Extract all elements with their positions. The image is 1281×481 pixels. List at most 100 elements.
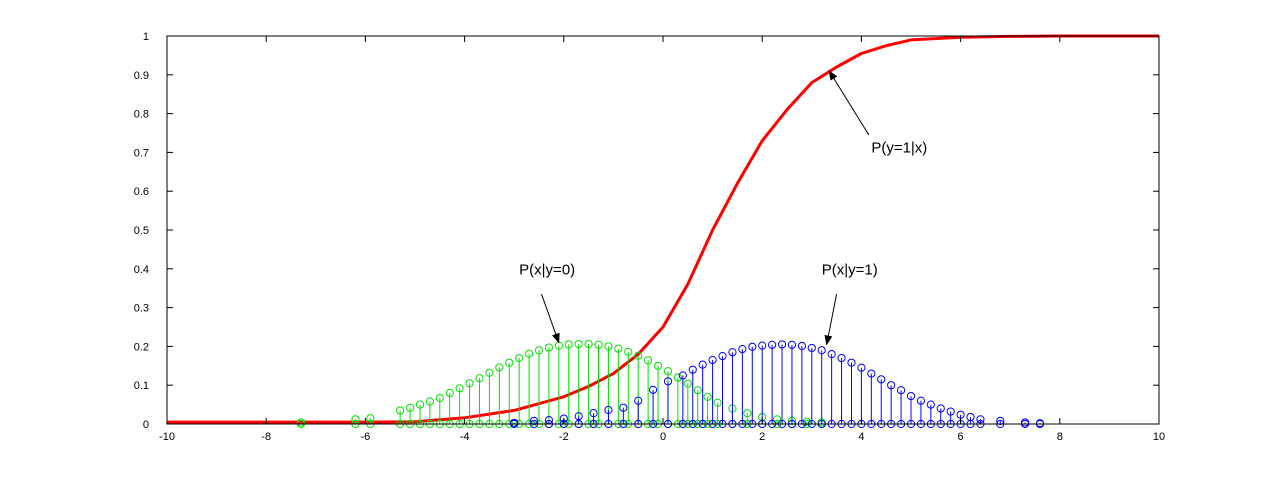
y-tick-label: 0.4 xyxy=(134,264,149,276)
stem-marker xyxy=(797,341,806,351)
stem-marker xyxy=(564,340,573,349)
stem-marker xyxy=(634,396,643,405)
stem-marker xyxy=(644,356,653,365)
stem-marker xyxy=(614,344,623,353)
stem-marker xyxy=(847,358,856,367)
stem-marker xyxy=(713,398,722,407)
stem-marker xyxy=(857,363,866,372)
y-tick-label: 0.9 xyxy=(134,70,149,82)
stem-marker xyxy=(589,409,598,418)
stem-marker xyxy=(906,391,916,401)
stem-marker xyxy=(524,349,534,358)
stem-marker xyxy=(425,397,434,406)
stem-marker xyxy=(738,345,747,354)
plot-background xyxy=(167,36,1159,424)
stem-marker xyxy=(758,341,767,350)
annotation-arrow xyxy=(824,293,838,346)
x-tick-label: 8 xyxy=(1057,431,1063,443)
axes: -10 -8 -6 -4 -2 0 2 4 6 8 10 0 0.1 0.2 0.3 0.4 0.5 0.6 0.7… xyxy=(134,31,1165,443)
stem-marker xyxy=(768,340,777,349)
stem-marker xyxy=(683,379,692,388)
stem-marker xyxy=(877,375,886,384)
stem-marker xyxy=(534,346,544,355)
stem-marker xyxy=(624,347,633,356)
stem-marker xyxy=(465,379,474,388)
x-tick-label: 4 xyxy=(858,431,864,443)
x-tick-label: 10 xyxy=(1153,431,1165,443)
stem-marker xyxy=(366,414,375,423)
annotation-arrow xyxy=(828,70,870,136)
stem-marker xyxy=(718,352,727,361)
stem-marker xyxy=(648,385,658,394)
y-tick-label: 0.1 xyxy=(134,380,149,392)
stem-marker xyxy=(351,415,360,424)
stem-marker xyxy=(926,400,935,409)
stem-marker xyxy=(976,415,985,424)
stem-marker xyxy=(475,374,484,383)
stem-marker xyxy=(673,373,682,382)
stem-marker xyxy=(619,403,628,412)
stem-marker xyxy=(584,339,593,349)
y-tick-label: 0.6 xyxy=(134,186,149,198)
stem-marker xyxy=(916,396,926,405)
stem-marker xyxy=(946,407,955,416)
stem-marker xyxy=(485,368,494,377)
stem-marker xyxy=(663,377,673,386)
stem-marker xyxy=(867,369,876,378)
y-tick-label: 0.2 xyxy=(134,341,149,353)
stem-marker xyxy=(455,384,464,393)
stem-marker xyxy=(396,406,405,415)
stem-marker xyxy=(653,361,663,370)
stem-marker xyxy=(777,340,787,349)
stem-marker xyxy=(817,346,826,355)
annotation-label: P(y=1|x) xyxy=(871,139,927,156)
stem-marker xyxy=(574,412,583,421)
y-tick-label: 0.5 xyxy=(134,225,149,237)
plot-area xyxy=(167,36,1159,424)
stem-marker xyxy=(688,365,697,374)
stem-marker xyxy=(802,417,811,426)
stem-marker xyxy=(748,342,757,351)
stem-marker xyxy=(708,355,717,365)
stem-marker xyxy=(495,363,504,372)
annotation-label: P(x|y=0) xyxy=(519,262,575,279)
stem-marker xyxy=(505,358,514,367)
stem-marker xyxy=(837,353,846,363)
series-line-0 xyxy=(167,34,1159,424)
x-tick-label: 6 xyxy=(958,431,964,443)
y-tick-label: 0.7 xyxy=(134,147,149,159)
stem-marker xyxy=(544,343,554,352)
y-tick-label: 0 xyxy=(143,419,149,431)
stem-marker xyxy=(787,340,797,349)
y-tick-label: 0.3 xyxy=(134,303,149,315)
annotation-arrow xyxy=(541,293,560,344)
y-tick-label: 1 xyxy=(143,31,149,43)
stem-marker xyxy=(604,342,613,351)
y-tick-label: 0.8 xyxy=(134,109,149,121)
x-tick-label: -4 xyxy=(460,431,470,443)
annotations: P(x|y=0) P(x|y=1) P(y=1|x) xyxy=(519,70,927,346)
stem-marker xyxy=(574,339,583,349)
x-tick-label: -6 xyxy=(361,431,371,443)
stem-marker xyxy=(728,348,737,357)
stem-marker xyxy=(445,388,454,398)
stem-marker xyxy=(415,400,425,409)
stem-marker xyxy=(772,415,782,424)
stem-marker xyxy=(515,353,524,363)
stem-marker xyxy=(896,386,906,395)
stem-marker xyxy=(678,371,687,380)
stem-marker xyxy=(663,367,673,376)
stem-marker xyxy=(807,343,816,353)
stem-marker xyxy=(827,350,836,359)
x-tick-label: 2 xyxy=(759,431,765,443)
x-tick-label: -8 xyxy=(261,431,271,443)
x-tick-label: -2 xyxy=(559,431,569,443)
stem-marker xyxy=(435,393,444,403)
stem-marker xyxy=(743,409,752,418)
stem-marker xyxy=(604,405,613,415)
stem-marker xyxy=(703,392,712,401)
stem-marker xyxy=(887,381,896,390)
stem-marker xyxy=(405,403,415,412)
